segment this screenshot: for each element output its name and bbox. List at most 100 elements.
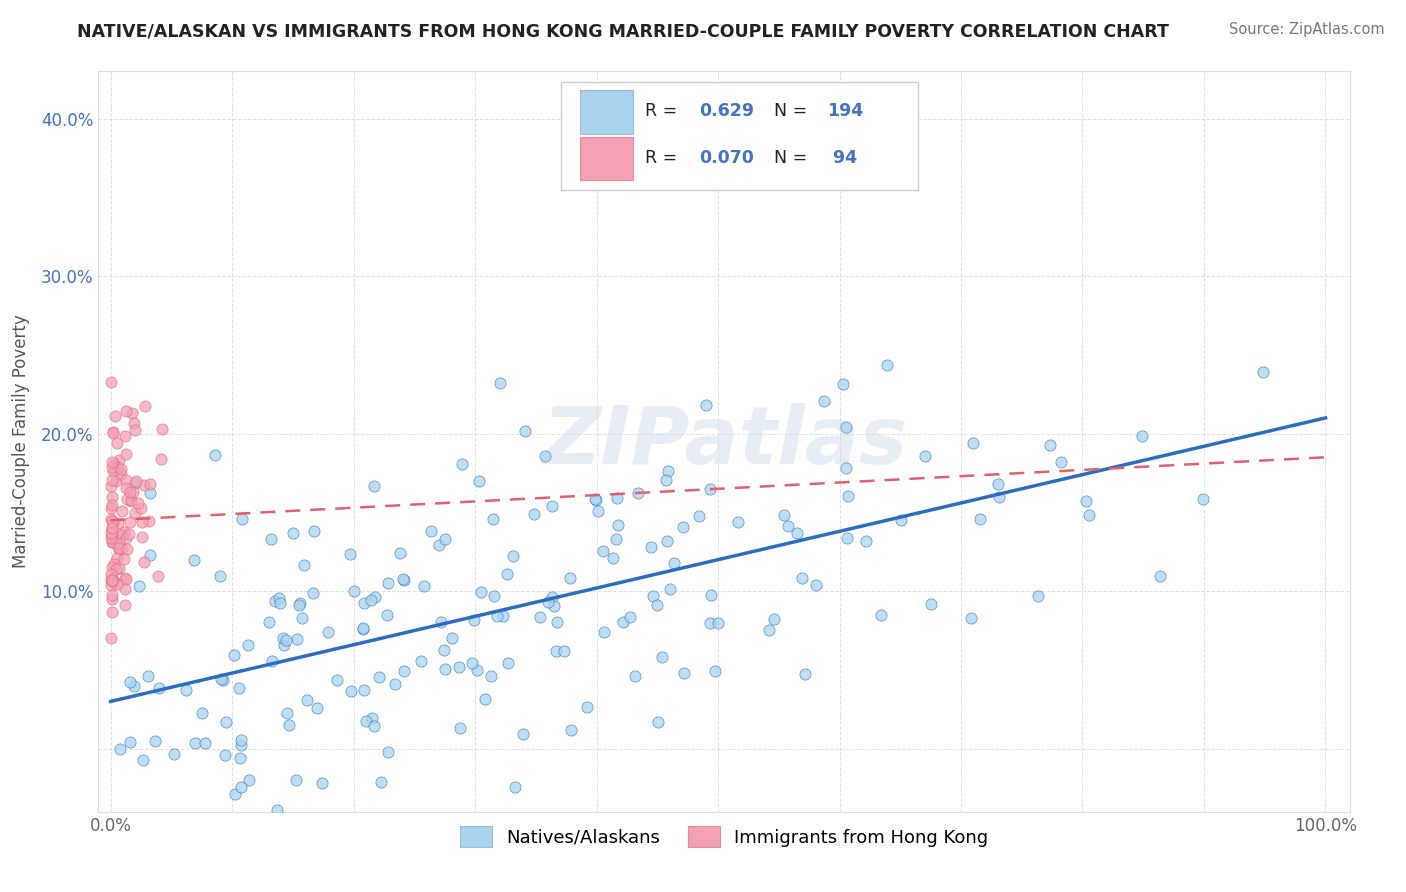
Point bbox=[592, 624, 614, 639]
Point bbox=[495, 567, 517, 582]
Legend: Natives/Alaskans, Immigrants from Hong Kong: Natives/Alaskans, Immigrants from Hong K… bbox=[453, 819, 995, 855]
Point bbox=[108, 541, 131, 556]
Point bbox=[104, 536, 127, 550]
Point bbox=[465, 663, 488, 677]
Point bbox=[100, 573, 122, 587]
Point bbox=[1077, 508, 1099, 522]
Point bbox=[505, 780, 527, 795]
Point bbox=[486, 608, 509, 623]
Point bbox=[546, 615, 568, 629]
Text: R =: R = bbox=[645, 149, 683, 167]
Point bbox=[474, 691, 496, 706]
Point bbox=[115, 481, 138, 495]
Point bbox=[1149, 569, 1171, 583]
Point bbox=[523, 507, 546, 521]
Point bbox=[870, 608, 893, 623]
Point bbox=[361, 711, 384, 725]
Point bbox=[340, 683, 363, 698]
Point bbox=[450, 457, 472, 471]
Point bbox=[214, 747, 236, 762]
Point bbox=[353, 596, 375, 610]
Point bbox=[433, 532, 456, 546]
Point bbox=[855, 534, 877, 549]
Point bbox=[655, 534, 678, 549]
Point bbox=[804, 578, 827, 592]
Point bbox=[114, 404, 136, 418]
Point bbox=[118, 527, 141, 541]
Point bbox=[1130, 428, 1153, 442]
Point bbox=[284, 773, 307, 788]
Point bbox=[837, 531, 859, 545]
Point bbox=[224, 787, 246, 801]
Point bbox=[101, 473, 124, 487]
Point bbox=[606, 517, 628, 532]
Point bbox=[114, 571, 136, 585]
Point bbox=[969, 512, 991, 526]
Point bbox=[433, 643, 456, 657]
Point bbox=[786, 526, 808, 541]
Point bbox=[103, 457, 125, 471]
Point bbox=[118, 515, 141, 529]
Point bbox=[100, 514, 122, 528]
Point bbox=[100, 567, 122, 582]
Point bbox=[264, 594, 287, 608]
Point bbox=[107, 516, 129, 530]
Point bbox=[695, 399, 717, 413]
Point bbox=[132, 555, 155, 569]
Point bbox=[651, 650, 673, 665]
Point bbox=[108, 741, 131, 756]
Point bbox=[384, 676, 406, 690]
Point bbox=[377, 576, 399, 591]
Point bbox=[139, 476, 162, 491]
Point bbox=[114, 429, 136, 443]
Point bbox=[266, 803, 288, 817]
Text: N =: N = bbox=[775, 149, 813, 167]
Point bbox=[100, 455, 122, 469]
Point bbox=[120, 734, 142, 748]
Point bbox=[339, 547, 361, 561]
Point bbox=[262, 654, 284, 668]
Point bbox=[311, 776, 333, 790]
Point bbox=[228, 681, 250, 695]
Point bbox=[128, 579, 150, 593]
Point bbox=[100, 574, 122, 588]
Point bbox=[114, 474, 136, 488]
Point bbox=[353, 682, 375, 697]
Point bbox=[100, 478, 122, 492]
Point bbox=[434, 662, 457, 676]
Point bbox=[541, 499, 564, 513]
Point bbox=[288, 596, 311, 610]
Point bbox=[281, 526, 304, 541]
Point bbox=[115, 572, 138, 586]
Point bbox=[100, 512, 122, 526]
Point bbox=[114, 447, 136, 461]
Point bbox=[215, 715, 238, 730]
Point bbox=[959, 610, 981, 624]
Point bbox=[101, 588, 124, 602]
Point bbox=[619, 609, 641, 624]
Point bbox=[302, 586, 325, 600]
Point bbox=[468, 475, 491, 489]
Point bbox=[267, 591, 290, 605]
Point bbox=[224, 648, 246, 662]
Point bbox=[110, 462, 132, 476]
Point bbox=[890, 513, 912, 527]
Point bbox=[612, 615, 634, 629]
Point bbox=[100, 521, 122, 535]
Point bbox=[640, 540, 662, 554]
Point bbox=[101, 464, 124, 478]
Point bbox=[101, 560, 124, 574]
Point bbox=[107, 541, 129, 555]
Point bbox=[107, 453, 129, 467]
Point bbox=[100, 526, 122, 541]
Point bbox=[553, 644, 575, 658]
Point bbox=[463, 613, 485, 627]
Point bbox=[409, 654, 432, 668]
Point bbox=[304, 524, 326, 538]
Point bbox=[363, 479, 385, 493]
Point bbox=[191, 706, 214, 720]
Point bbox=[627, 486, 650, 500]
Point bbox=[430, 615, 453, 629]
Point bbox=[813, 393, 835, 408]
Point bbox=[688, 508, 710, 523]
